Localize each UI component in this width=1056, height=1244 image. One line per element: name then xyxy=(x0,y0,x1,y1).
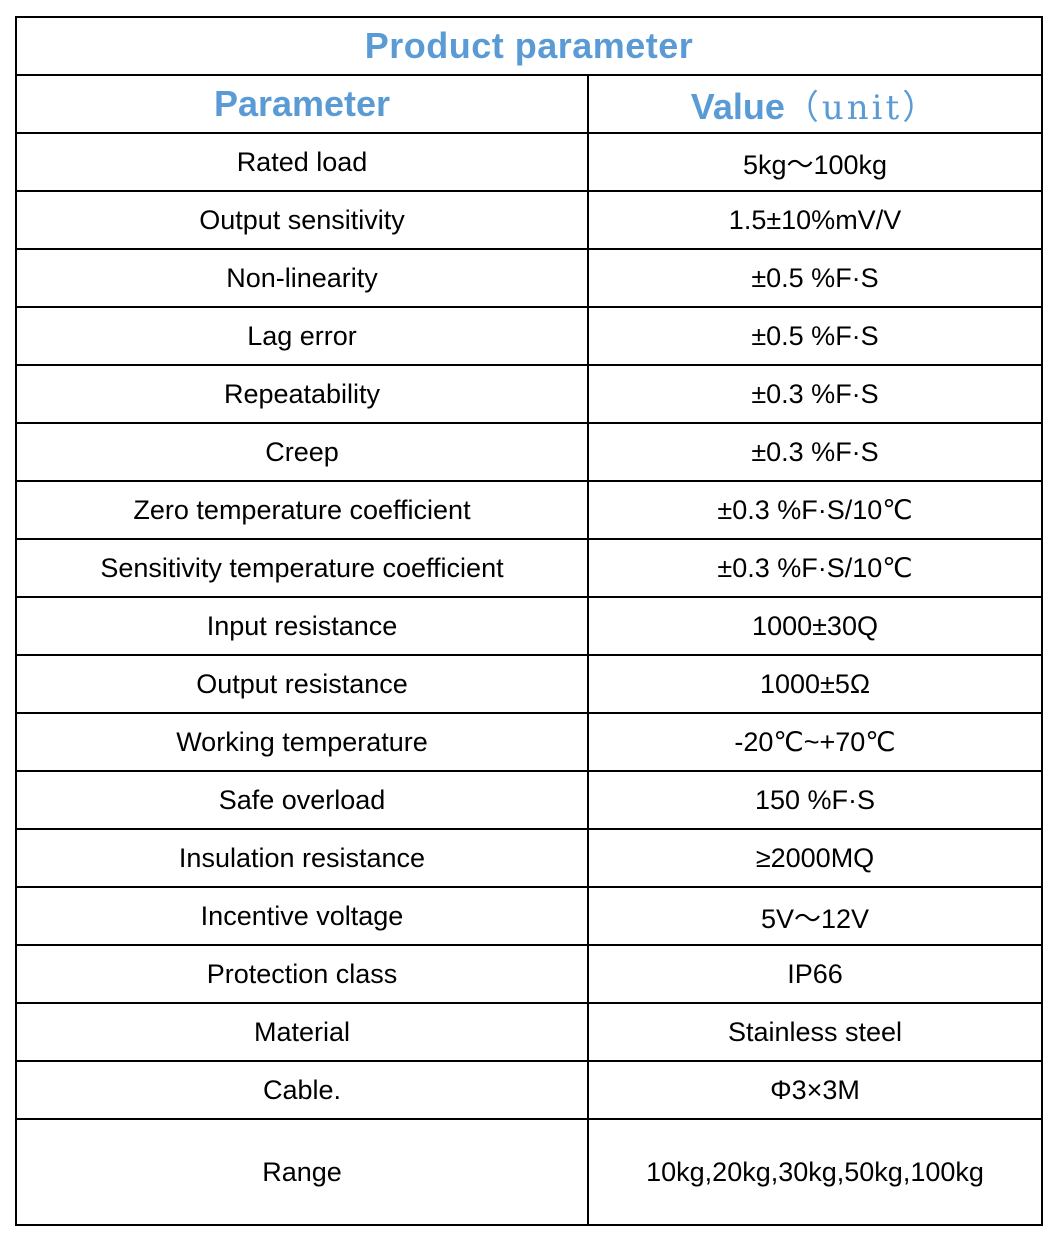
value-header-unit: （unit） xyxy=(784,87,940,128)
table-row: Rated load 5kg～100kg xyxy=(15,132,1044,192)
table-row: Working temperature -20℃~+70℃ xyxy=(15,712,1044,772)
table-row: Input resistance 1000±30Q xyxy=(15,596,1044,656)
table-row: Incentive voltage 5V～12V xyxy=(15,886,1044,946)
value-cell: ±0.3 %F·S xyxy=(586,422,1044,482)
parameter-cell: Incentive voltage xyxy=(15,886,589,946)
value-cell: Φ3×3M xyxy=(586,1060,1044,1120)
table-row: Non-linearity ±0.5 %F·S xyxy=(15,248,1044,308)
table-row: Output sensitivity 1.5±10%mV/V xyxy=(15,190,1044,250)
product-parameter-table-wrapper: Product parameter Parameter Value（unit） … xyxy=(14,16,1044,1226)
value-cell: ±0.5 %F·S xyxy=(586,306,1044,366)
value-cell: 5kg～100kg xyxy=(586,132,1044,192)
parameter-cell: Material xyxy=(15,1002,589,1062)
table-row: Creep ±0.3 %F·S xyxy=(15,422,1044,482)
table-row: Cable. Φ3×3M xyxy=(15,1060,1044,1120)
table-title: Product parameter xyxy=(14,16,1044,76)
table-header-row: Parameter Value（unit） xyxy=(15,74,1044,134)
table-row: Sensitivity temperature coefficient ±0.3 … xyxy=(15,538,1044,598)
value-cell: 1000±30Q xyxy=(586,596,1044,656)
value-cell: ±0.3 %F·S/10℃ xyxy=(586,480,1044,540)
value-cell: -20℃~+70℃ xyxy=(586,712,1044,772)
table-row: Protection class IP66 xyxy=(15,944,1044,1004)
parameter-cell: Protection class xyxy=(15,944,589,1004)
value-column-header: Value（unit） xyxy=(586,74,1044,134)
product-parameter-table: Product parameter Parameter Value（unit） … xyxy=(14,16,1044,1226)
parameter-cell: Rated load xyxy=(15,132,589,192)
parameter-cell: Cable. xyxy=(15,1060,589,1120)
parameter-cell: Repeatability xyxy=(15,364,589,424)
table-row: Range 10kg,20kg,30kg,50kg,100kg xyxy=(15,1118,1044,1226)
table-row: Insulation resistance ≥2000MQ xyxy=(15,828,1044,888)
parameter-cell: Range xyxy=(15,1118,589,1226)
value-cell: ≥2000MQ xyxy=(586,828,1044,888)
parameter-column-header: Parameter xyxy=(15,74,589,134)
table-title-row: Product parameter xyxy=(14,16,1044,76)
value-cell: 150 %F·S xyxy=(586,770,1044,830)
parameter-cell: Output resistance xyxy=(15,654,589,714)
value-cell: ±0.3 %F·S xyxy=(586,364,1044,424)
table-row: Zero temperature coefficient ±0.3 %F·S/10… xyxy=(15,480,1044,540)
parameter-cell: Zero temperature coefficient xyxy=(15,480,589,540)
parameter-cell: Output sensitivity xyxy=(15,190,589,250)
value-cell: ±0.3 %F·S/10℃ xyxy=(586,538,1044,598)
parameter-cell: Creep xyxy=(15,422,589,482)
value-header-label: Value xyxy=(690,85,785,127)
value-cell: ±0.5 %F·S xyxy=(586,248,1044,308)
table-row: Output resistance 1000±5Ω xyxy=(15,654,1044,714)
table-row: Lag error ±0.5 %F·S xyxy=(15,306,1044,366)
value-cell: Stainless steel xyxy=(586,1002,1044,1062)
table-row: Safe overload 150 %F·S xyxy=(15,770,1044,830)
parameter-cell: Insulation resistance xyxy=(15,828,589,888)
parameter-cell: Sensitivity temperature coefficient xyxy=(15,538,589,598)
value-cell: 5V～12V xyxy=(586,886,1044,946)
parameter-cell: Working temperature xyxy=(15,712,589,772)
parameter-cell: Input resistance xyxy=(15,596,589,656)
value-cell: IP66 xyxy=(586,944,1044,1004)
table-row: Repeatability ±0.3 %F·S xyxy=(15,364,1044,424)
table-row: Material Stainless steel xyxy=(15,1002,1044,1062)
parameter-cell: Lag error xyxy=(15,306,589,366)
parameter-cell: Non-linearity xyxy=(15,248,589,308)
value-cell: 1.5±10%mV/V xyxy=(586,190,1044,250)
value-cell: 1000±5Ω xyxy=(586,654,1044,714)
parameter-cell: Safe overload xyxy=(15,770,589,830)
value-cell: 10kg,20kg,30kg,50kg,100kg xyxy=(586,1118,1044,1226)
